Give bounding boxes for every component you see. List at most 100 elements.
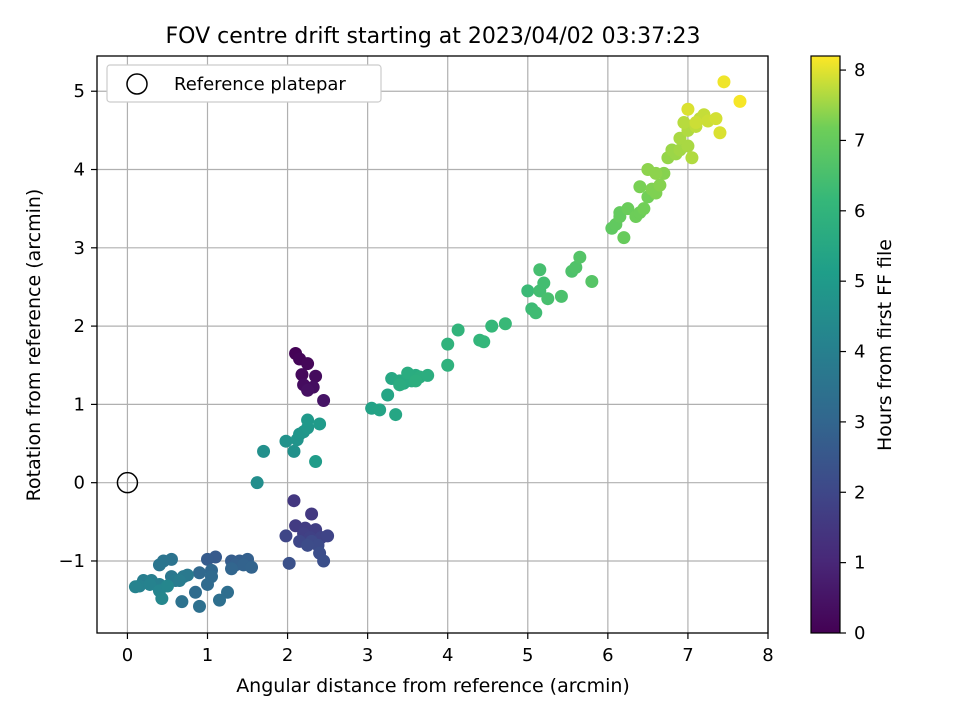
data-point (301, 538, 315, 552)
legend: Reference platepar (106, 64, 382, 103)
data-point (128, 580, 142, 594)
colorbar-tick-label: 1 (854, 553, 865, 574)
data-point (677, 116, 691, 130)
data-point (451, 323, 465, 337)
data-point (301, 413, 315, 427)
data-point (421, 368, 435, 382)
data-point (717, 75, 731, 89)
data-point (309, 369, 323, 383)
data-point (175, 595, 189, 609)
data-point (279, 529, 293, 543)
legend-marker (126, 73, 148, 95)
data-point (192, 599, 206, 613)
data-point (381, 388, 395, 402)
data-point (733, 94, 747, 108)
x-axis-label: Angular distance from reference (arcmin) (236, 675, 630, 697)
y-axis-ticks: −1 0 1 2 3 4 5 (58, 81, 97, 572)
colorbar-tick-label: 8 (854, 60, 865, 81)
data-point (172, 574, 186, 588)
data-point (637, 202, 651, 216)
grid (97, 56, 769, 633)
data-point (200, 552, 214, 566)
data-point (441, 358, 455, 372)
data-point (685, 151, 699, 165)
y-tick-label: 2 (74, 316, 85, 337)
data-point (649, 166, 663, 180)
data-point (301, 357, 315, 371)
data-point (573, 250, 587, 264)
data-point (389, 408, 403, 422)
data-point (713, 126, 727, 140)
colorbar-tick-label: 4 (854, 342, 865, 363)
data-point (160, 579, 174, 593)
data-point (313, 417, 327, 431)
data-point (221, 585, 235, 599)
x-tick-label: 6 (602, 645, 613, 666)
legend-entry: Reference platepar (174, 74, 346, 95)
data-point (279, 434, 293, 448)
data-point (245, 560, 259, 574)
data-point (200, 577, 214, 591)
data-point (373, 403, 387, 417)
data-point (689, 116, 703, 130)
data-point (633, 180, 647, 194)
data-point (477, 335, 491, 349)
colorbar-tick-label: 6 (854, 201, 865, 222)
data-point (321, 529, 335, 543)
data-point (282, 556, 296, 570)
data-point (295, 368, 309, 382)
data-point (441, 337, 455, 351)
data-point (621, 202, 635, 216)
data-point (305, 507, 319, 521)
colorbar-tick-label: 0 (854, 623, 865, 644)
data-point (317, 554, 331, 568)
x-axis-ticks: 0 1 2 3 4 5 6 7 8 (122, 633, 774, 666)
data-point (681, 139, 695, 153)
data-point (192, 566, 206, 580)
data-point (569, 260, 583, 274)
data-point (317, 393, 331, 407)
y-tick-label: 4 (74, 160, 85, 181)
data-point (143, 577, 157, 591)
data-point (287, 444, 301, 458)
colorbar-label: Hours from first FF file (874, 239, 896, 451)
data-points (128, 75, 747, 613)
data-point (393, 378, 407, 392)
data-point (155, 592, 169, 606)
y-axis-label: Rotation from reference (arcmin) (23, 189, 45, 502)
y-tick-label: 1 (74, 394, 85, 415)
colorbar-tick-label: 5 (854, 271, 865, 292)
data-point (709, 112, 723, 126)
data-point (617, 231, 631, 245)
data-point (653, 178, 667, 192)
data-point (529, 306, 543, 320)
x-tick-label: 8 (762, 645, 773, 666)
y-tick-label: 0 (74, 473, 85, 494)
data-point (188, 585, 202, 599)
data-point (585, 274, 599, 288)
data-point (541, 292, 555, 306)
x-tick-label: 5 (522, 645, 533, 666)
data-point (257, 444, 271, 458)
data-point (401, 366, 415, 380)
colorbar (810, 55, 841, 634)
y-tick-label: −1 (58, 551, 85, 572)
legend-box (106, 64, 382, 103)
colorbar-ticks: 0 1 2 3 4 5 6 7 8 (840, 60, 865, 644)
chart-title: FOV centre drift starting at 2023/04/02 … (166, 24, 701, 49)
y-tick-label: 5 (74, 81, 85, 102)
data-point (673, 131, 687, 145)
colorbar-tick-label: 2 (854, 482, 865, 503)
y-tick-label: 3 (74, 238, 85, 259)
data-point (309, 455, 323, 469)
data-point (225, 562, 239, 576)
reference-platepar-marker (116, 471, 139, 494)
data-point (533, 263, 547, 277)
data-point (250, 476, 264, 490)
x-tick-label: 3 (362, 645, 373, 666)
x-tick-label: 0 (122, 645, 133, 666)
data-point (681, 102, 695, 116)
x-tick-label: 4 (442, 645, 453, 666)
data-point (213, 593, 227, 607)
